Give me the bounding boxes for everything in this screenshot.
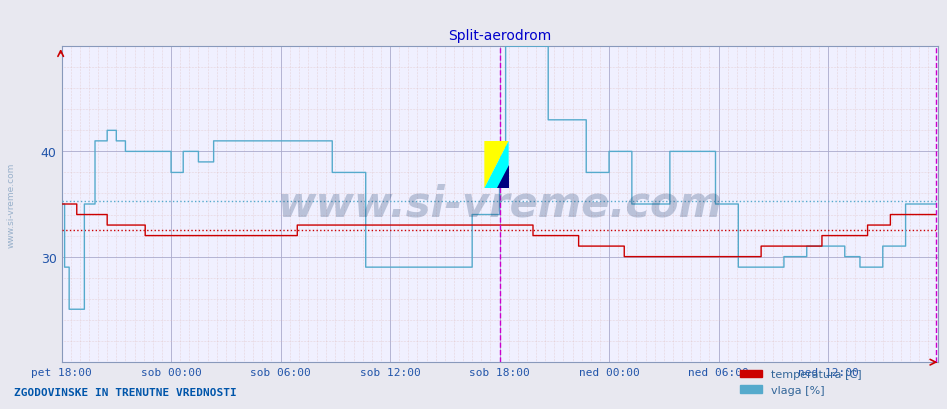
- Polygon shape: [484, 142, 509, 189]
- Polygon shape: [484, 142, 509, 189]
- Polygon shape: [496, 165, 509, 189]
- Text: www.si-vreme.com: www.si-vreme.com: [7, 162, 16, 247]
- Text: ZGODOVINSKE IN TRENUTNE VREDNOSTI: ZGODOVINSKE IN TRENUTNE VREDNOSTI: [14, 387, 237, 397]
- Legend: temperatura [C], vlaga [%]: temperatura [C], vlaga [%]: [735, 365, 866, 399]
- Text: www.si-vreme.com: www.si-vreme.com: [277, 184, 722, 225]
- Title: Split-aerodrom: Split-aerodrom: [448, 29, 551, 43]
